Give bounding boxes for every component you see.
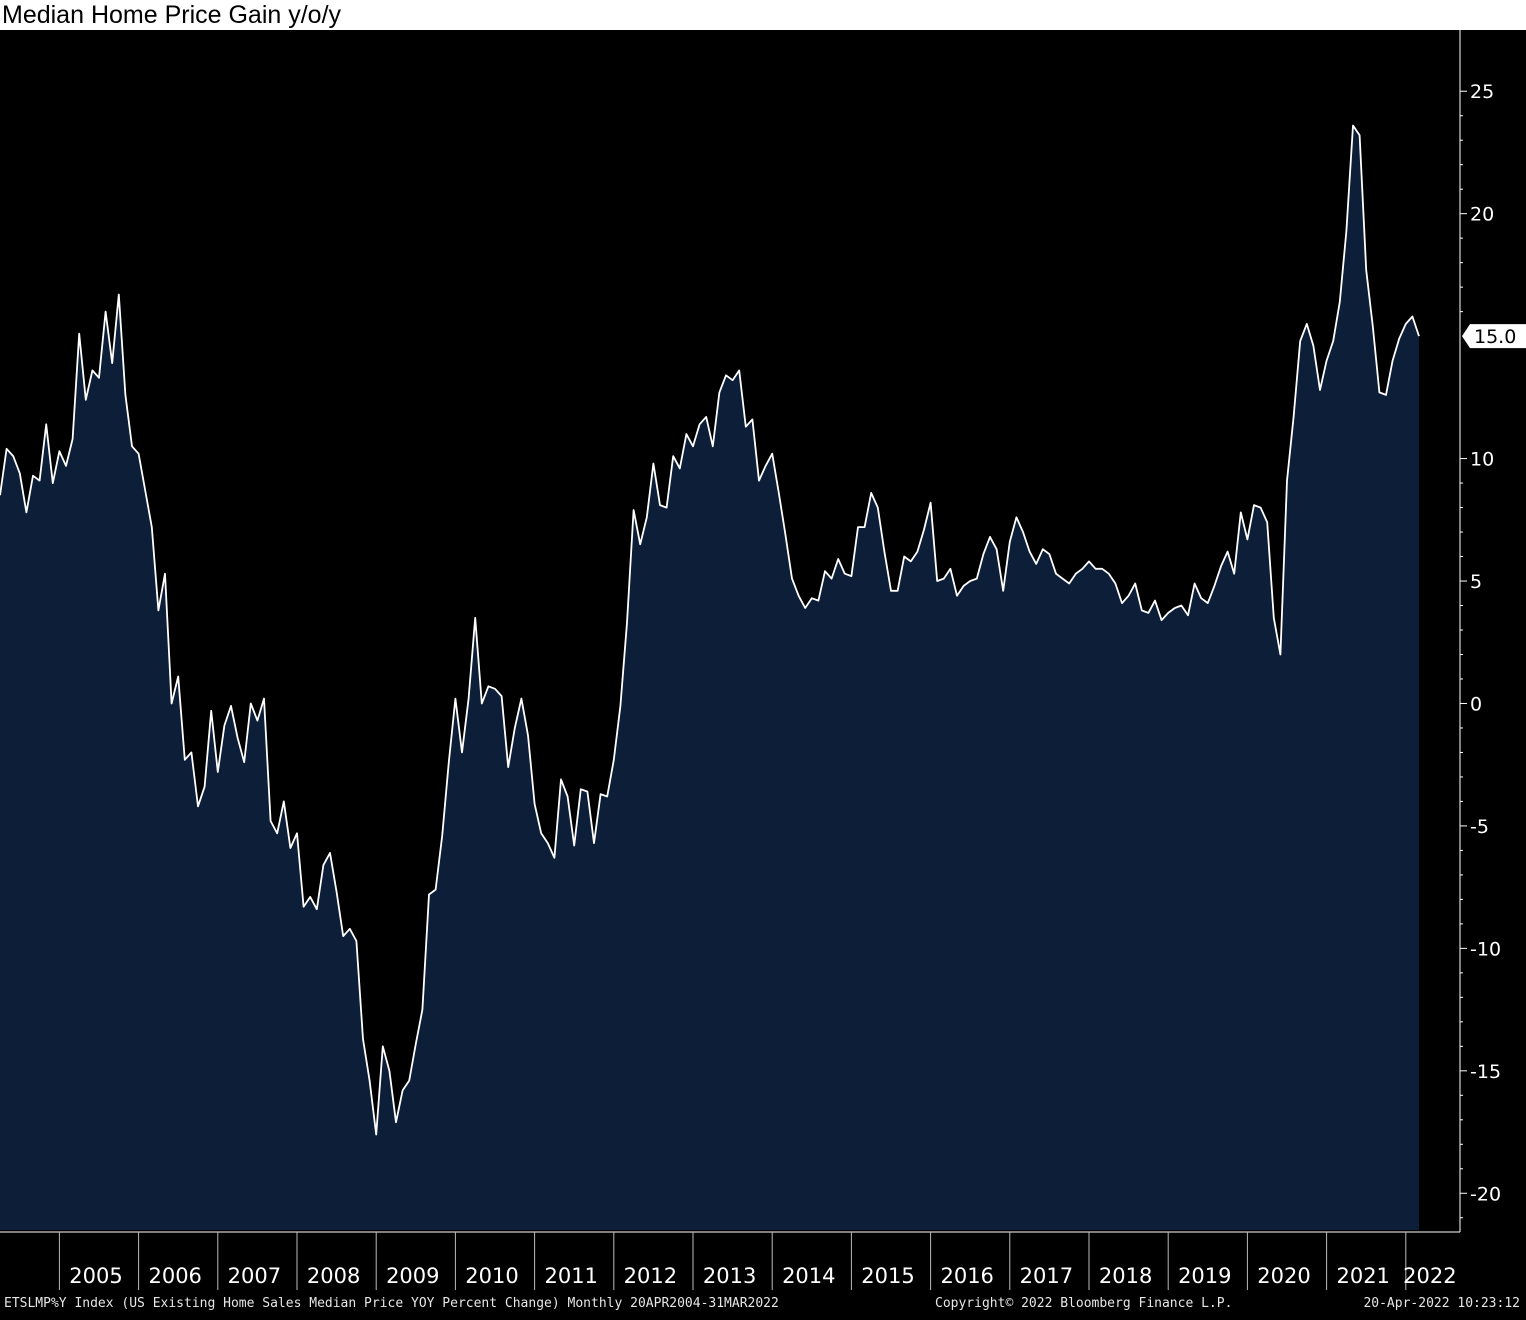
x-tick-label: 2020 [1257,1264,1310,1288]
x-tick-label: 2013 [703,1264,756,1288]
series-line [0,124,1420,1136]
series-area [0,125,1419,1230]
x-tick-label: 2010 [465,1264,518,1288]
y-tick-label: -20 [1470,1183,1501,1205]
y-tick-label: 10 [1470,449,1494,471]
footer-index-description: ETSLMP%Y Index (US Existing Home Sales M… [4,1296,779,1311]
footer-timestamp: 20-Apr-2022 10:23:12 [1363,1296,1520,1311]
y-tick-label: -10 [1470,938,1501,960]
y-tick-label: 25 [1470,81,1494,103]
x-tick-label: 2009 [386,1264,439,1288]
x-tick-label: 2014 [782,1264,835,1288]
y-tick-label: -15 [1470,1061,1501,1083]
x-tick-label: 2016 [940,1264,993,1288]
x-tick-label: 2021 [1336,1264,1389,1288]
x-tick-label: 2017 [1020,1264,1073,1288]
x-tick-label: 2006 [148,1264,201,1288]
x-tick-label: 2012 [624,1264,677,1288]
x-tick-label: 2022 [1403,1264,1456,1288]
y-tick-label: 5 [1470,571,1482,593]
chart-frame: 25 20 10 5 0 -5 -10 -15 -20 15.0 2005 2006 2007 2008 2… [0,30,1526,1320]
x-tick-label: 2019 [1178,1264,1231,1288]
y-tick-label: 20 [1470,204,1494,226]
x-tick-label: 2018 [1099,1264,1152,1288]
x-tick-label: 2008 [307,1264,360,1288]
x-tick-label: 2015 [861,1264,914,1288]
last-value-label: 15.0 [1474,326,1516,348]
y-tick-label: -5 [1470,816,1489,838]
last-value-marker [1462,324,1526,349]
y-tick-label: 0 [1470,693,1482,715]
footer-copyright: Copyright© 2022 Bloomberg Finance L.P. [935,1296,1233,1311]
chart-title: Median Home Price Gain y/o/y [2,1,342,29]
x-tick-label: 2011 [544,1264,597,1288]
x-tick-label: 2005 [69,1264,122,1288]
x-tick-label: 2007 [228,1264,281,1288]
